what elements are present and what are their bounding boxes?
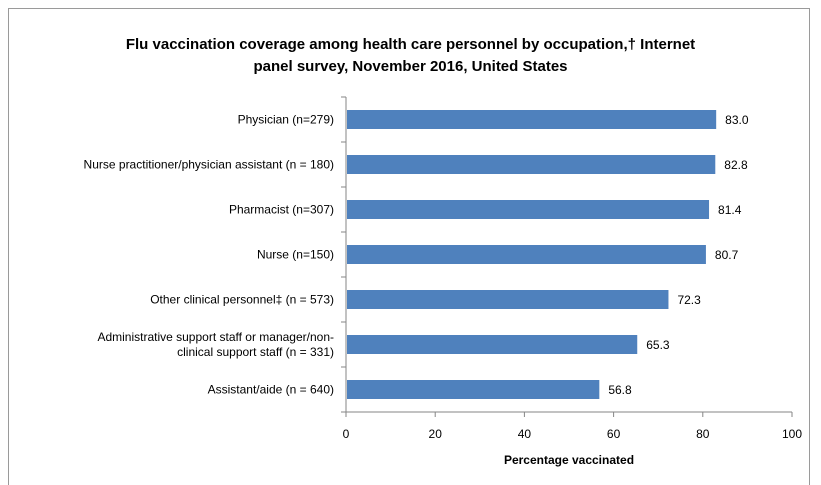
category-label-line: Administrative support staff or manager/… [97,330,334,344]
value-label: 82.8 [724,158,748,172]
category-label: Nurse (n=150) [257,248,334,262]
x-axis-title: Percentage vaccinated [504,453,634,467]
bar-6 [347,335,638,354]
category-label: Pharmacist (n=307) [229,203,334,217]
category-label: Assistant/aide (n = 640) [208,383,334,397]
category-label: Nurse practitioner/physician assistant (… [84,158,334,172]
bar-5 [347,290,669,309]
bar-4 [347,245,706,264]
x-tick-label: 100 [782,427,802,441]
bar-1 [347,110,717,129]
x-tick-label: 60 [607,427,621,441]
value-label: 81.4 [718,203,742,217]
value-label: 65.3 [646,338,670,352]
bar-2 [347,155,716,174]
category-label-line: Pharmacist (n=307) [229,203,334,217]
chart-frame [8,8,810,485]
bar-3 [347,200,710,219]
category-label-line: Nurse practitioner/physician assistant (… [84,158,334,172]
value-label: 80.7 [715,248,739,262]
category-label-line: Other clinical personnel‡ (n = 573) [150,293,334,307]
chart-title-line-1: Flu vaccination coverage among health ca… [125,36,696,53]
value-label: 56.8 [608,383,632,397]
chart-title-line-2: panel survey, November 2016, United Stat… [253,58,568,75]
category-label-line: Nurse (n=150) [257,248,334,262]
x-tick-label: 20 [429,427,443,441]
category-label-line: Assistant/aide (n = 640) [208,383,334,397]
x-tick-label: 0 [343,427,350,441]
bar-7 [347,380,600,399]
value-label: 72.3 [677,293,701,307]
x-tick-label: 80 [696,427,710,441]
category-label: Physician (n=279) [238,113,334,127]
category-label: Other clinical personnel‡ (n = 573) [150,293,334,307]
x-tick-label: 40 [518,427,532,441]
category-label-line: clinical support staff (n = 331) [177,345,334,359]
chart-title: Flu vaccination coverage among health ca… [0,34,821,78]
value-label: 83.0 [725,113,749,127]
category-label: Administrative support staff or manager/… [97,330,334,359]
category-label-line: Physician (n=279) [238,113,334,127]
